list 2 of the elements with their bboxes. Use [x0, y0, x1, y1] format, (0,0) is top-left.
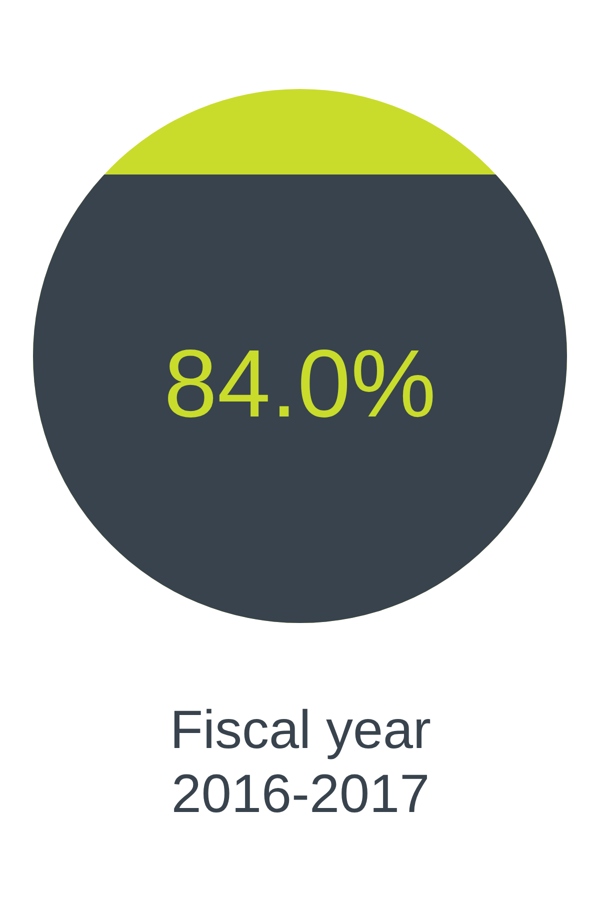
data-label: 84.0% — [164, 330, 436, 438]
text: Fiscal year 2016-2017 — [168, 699, 432, 826]
